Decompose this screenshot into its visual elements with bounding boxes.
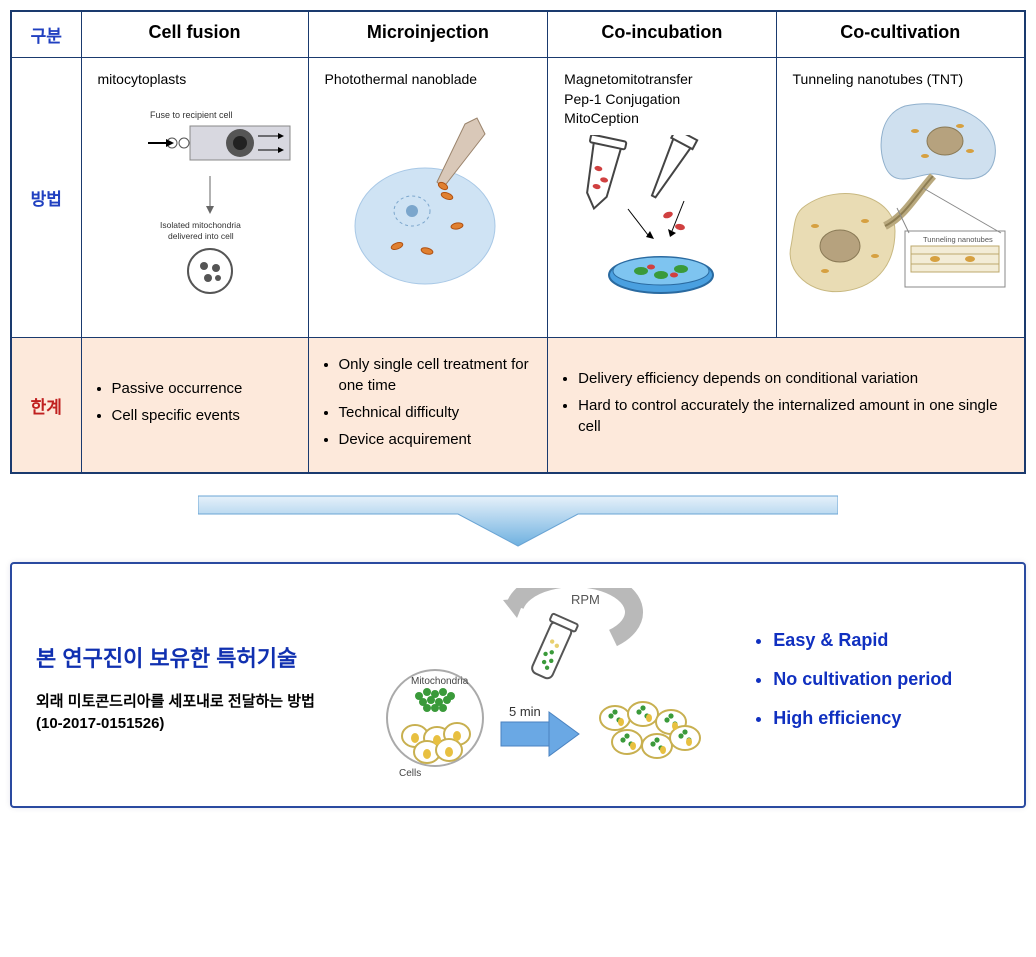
limit-cell-shared: Delivery efficiency depends on condition…: [548, 338, 1025, 474]
label-mito: Mitochondria: [411, 676, 469, 687]
label-fuse: Fuse to recipient cell: [150, 110, 233, 120]
diagram-microinjection: [317, 96, 527, 306]
method-label: 방법: [11, 58, 81, 338]
label-time: 5 min: [509, 704, 541, 719]
header-row: 구분 Cell fusion Microinjection Co-incubat…: [11, 11, 1025, 58]
method-cell-microinjection: Photothermal nanoblade: [308, 58, 548, 338]
caption-cell-fusion: mitocytoplasts: [90, 66, 300, 96]
patent-text: 본 연구진이 보유한 특허기술 외래 미토콘드리아를 세포내로 전달하는 방법(…: [36, 641, 338, 736]
caption-cocultivation: Tunneling nanotubes (TNT): [785, 66, 1016, 96]
patent-subtitle: 외래 미토콘드리아를 세포내로 전달하는 방법(10-2017-0151526): [36, 691, 338, 736]
centrifuge-diagram: RPM Mitochondria: [375, 588, 715, 788]
comparison-table: 구분 Cell fusion Microinjection Co-incubat…: [10, 10, 1026, 474]
limit-item: Only single cell treatment for one time: [339, 354, 536, 396]
limit-label: 한계: [11, 338, 81, 474]
advantages: Easy & Rapid No cultivation period High …: [753, 630, 1000, 747]
label-cells: Cells: [399, 768, 421, 779]
limit-cell-microinjection: Only single cell treatment for one time …: [308, 338, 548, 474]
method-row: 방법 mitocytoplasts Fuse to recipient cell: [11, 58, 1025, 338]
advantage-item: No cultivation period: [773, 669, 1000, 690]
limit-item: Hard to control accurately the internali…: [578, 395, 1012, 437]
limit-item: Passive occurrence: [112, 378, 296, 399]
col-header-co-incubation: Co-incubation: [548, 11, 776, 58]
method-cell-cocultivation: Tunneling nanotubes (TNT): [776, 58, 1025, 338]
caption-coincubation: Magnetomitotransfer Pep-1 Conjugation Mi…: [556, 66, 767, 135]
method-cell-fusion: mitocytoplasts Fuse to recipient cell: [81, 58, 308, 338]
col-header-microinjection: Microinjection: [308, 11, 548, 58]
category-header: 구분: [11, 11, 81, 58]
down-arrow-wrap: [10, 474, 1026, 562]
limit-row: 한계 Passive occurrence Cell specific even…: [11, 338, 1025, 474]
limit-item: Cell specific events: [112, 405, 296, 426]
label-isolated-2: delivered into cell: [168, 231, 234, 241]
label-isolated-1: Isolated mitochondria: [160, 220, 241, 230]
col-header-cell-fusion: Cell fusion: [81, 11, 308, 58]
advantage-item: Easy & Rapid: [773, 630, 1000, 651]
advantage-item: High efficiency: [773, 708, 1000, 729]
diagram-cocultivation: Tunneling nanotubes: [785, 96, 1015, 306]
limit-item: Technical difficulty: [339, 402, 536, 423]
limit-cell-fusion: Passive occurrence Cell specific events: [81, 338, 308, 474]
down-arrow-icon: [198, 492, 838, 552]
diagram-cell-fusion: Fuse to recipient cell Isolate: [90, 96, 300, 306]
diagram-coincubation: [556, 135, 766, 305]
col-header-co-cultivation: Co-cultivation: [776, 11, 1025, 58]
patent-title: 본 연구진이 보유한 특허기술: [36, 641, 338, 673]
label-tnt-box: Tunneling nanotubes: [923, 235, 993, 244]
caption-microinjection: Photothermal nanoblade: [317, 66, 540, 96]
patent-box: 본 연구진이 보유한 특허기술 외래 미토콘드리아를 세포내로 전달하는 방법(…: [10, 562, 1026, 808]
patent-diagram: RPM Mitochondria: [354, 588, 738, 788]
limit-item: Device acquirement: [339, 429, 536, 450]
label-rpm: RPM: [571, 592, 600, 607]
limit-item: Delivery efficiency depends on condition…: [578, 368, 1012, 389]
method-cell-coincubation: Magnetomitotransfer Pep-1 Conjugation Mi…: [548, 58, 776, 338]
